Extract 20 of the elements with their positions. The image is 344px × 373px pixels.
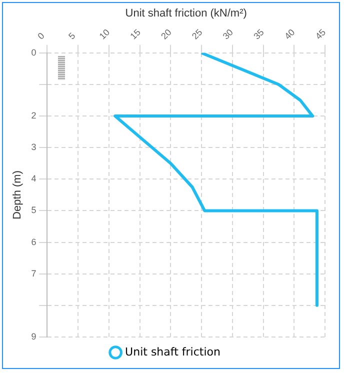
y-tick-label: 3 [31, 142, 36, 152]
y-tick-label: 0 [31, 47, 36, 58]
x-tick-label: 40 [282, 27, 297, 42]
x-tick-label: 30 [220, 27, 236, 42]
y-tick-label: 4 [31, 174, 36, 184]
x-axis-title: Unit shaft friction (kN/m²) [125, 8, 247, 20]
x-tick-label: 45 [313, 27, 328, 42]
y-tick-label: 7 [31, 268, 36, 278]
x-tick-label: 20 [159, 27, 174, 42]
y-tick-label: 5 [31, 205, 36, 216]
legend-label: Unit shaft friction [125, 345, 220, 358]
x-tick-label: 35 [252, 27, 266, 42]
y-tick-label: 2 [31, 110, 36, 121]
y-tick-label: 6 [31, 236, 36, 247]
y-axis-title: Depth (m) [12, 170, 24, 220]
y-tick-label: 9 [31, 331, 36, 342]
x-tick-label: 15 [128, 27, 142, 42]
x-tick-label: 25 [190, 27, 204, 42]
x-tick-label: 10 [97, 27, 112, 42]
x-tick-label: 5 [66, 30, 78, 42]
